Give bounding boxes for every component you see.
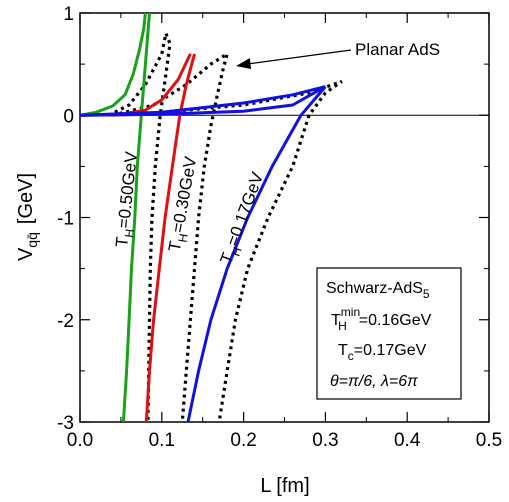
x-tick-label: 0.0 xyxy=(67,430,93,451)
legend-line2-sub: H xyxy=(338,319,347,333)
y-tick-label: -1 xyxy=(57,209,74,230)
curve-label-sub: H xyxy=(122,228,137,238)
legend-line3-sub: c xyxy=(348,349,354,363)
svg-text:TH=0.17GeV: TH=0.17GeV xyxy=(216,169,271,268)
curve-label-2: TH=0.17GeV xyxy=(216,169,271,268)
svg-text:Tc=0.17GeV: Tc=0.17GeV xyxy=(338,342,427,363)
legend-line2-main: T xyxy=(331,312,341,329)
planar-ads-curve-1 xyxy=(112,50,230,422)
legend-box-frame xyxy=(316,267,462,400)
curve-label-main: T xyxy=(165,239,186,253)
curves xyxy=(80,13,343,422)
x-tick-label: 0.4 xyxy=(394,430,421,451)
y-axis-title: Vqq̄ [GeV] xyxy=(15,173,40,261)
series-1-main-branch xyxy=(144,53,196,422)
legend-line3-rest: =0.17GeV xyxy=(354,342,427,359)
curve-label-rest: =0.50GeV xyxy=(114,150,141,229)
y-tick-label: 1 xyxy=(63,4,74,25)
x-tick-label: 0.2 xyxy=(230,430,256,451)
legend-line4: θ=π/6, λ=6π xyxy=(330,373,418,390)
y-tick-label: -2 xyxy=(57,311,74,332)
y-axis-title-main: V xyxy=(15,247,37,261)
planar-ads-arrow xyxy=(239,49,352,66)
x-tick-label: 0.3 xyxy=(312,430,338,451)
curve-label-0: TH=0.50GeV xyxy=(112,150,145,249)
series-2-upper-branch xyxy=(80,85,327,117)
axis-ticks xyxy=(79,12,490,423)
legend-line2-sup: min xyxy=(341,305,360,319)
y-tick-label: -3 xyxy=(57,413,74,434)
x-axis-title: L [fm] xyxy=(260,475,309,497)
y-axis-title-sub: qq̄ xyxy=(24,232,40,248)
planar-ads-curve-2 xyxy=(161,79,343,422)
legend-line2-rest: =0.16GeV xyxy=(359,312,432,329)
curve-label-sub: H xyxy=(176,233,191,244)
series-2-main-branch xyxy=(186,85,327,422)
y-tick-label: 0 xyxy=(63,106,74,127)
svg-text:Schwarz-AdS5: Schwarz-AdS5 xyxy=(326,280,430,301)
legend-line3-main: T xyxy=(338,342,348,359)
curve-label-rest: =0.17GeV xyxy=(223,169,267,249)
x-tick-label: 0.1 xyxy=(149,430,175,451)
svg-text:TH=0.50GeV: TH=0.50GeV xyxy=(112,150,145,249)
y-axis-title-unit: [GeV] xyxy=(15,173,37,224)
axis-tick-labels: 0.0 0.1 0.2 0.3 0.4 0.5 -3 -2 -1 0 1 xyxy=(57,4,502,451)
svg-text:Vqq̄[GeV]: Vqq̄ [GeV] xyxy=(15,173,40,261)
x-tick-label: 0.5 xyxy=(476,430,502,451)
planar-ads-arrowhead xyxy=(236,58,251,69)
curve-label-main: T xyxy=(112,236,132,248)
legend-line1-main: Schwarz-AdS xyxy=(326,280,423,297)
legend-box: Schwarz-AdS5 Tmin H =0.16GeV Tc=0.17GeV θ=… xyxy=(316,267,462,400)
planar-ads-annotation: Planar AdS xyxy=(355,40,440,59)
series-0-lower-branch xyxy=(80,13,147,117)
series-0-main-branch xyxy=(121,13,151,422)
legend-line1-sub: 5 xyxy=(423,287,430,301)
